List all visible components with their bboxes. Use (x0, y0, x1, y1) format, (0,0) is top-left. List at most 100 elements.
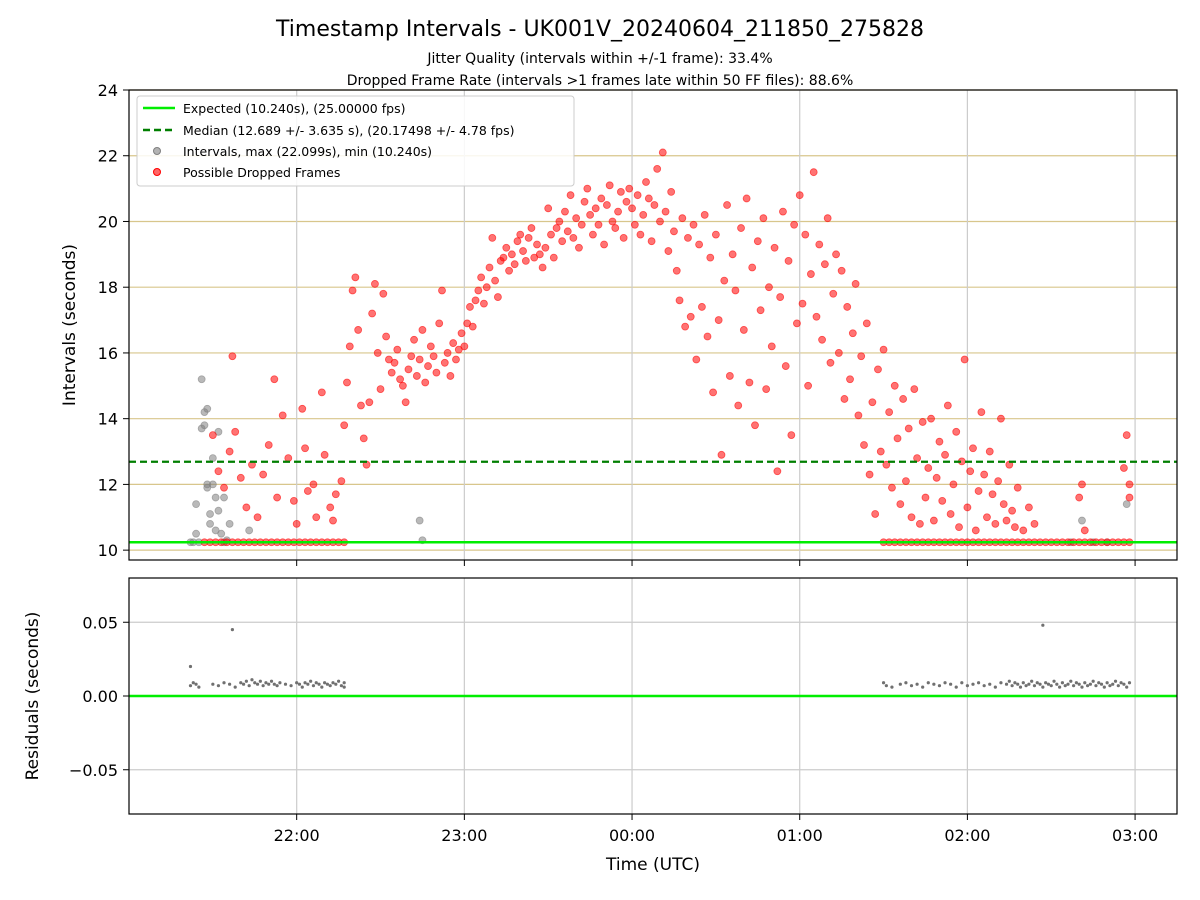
dropped-frame-point (650, 201, 659, 209)
dropped-frame-point (575, 243, 583, 252)
intervals-y-tick-label: 18 (98, 278, 118, 297)
intervals-y-tick-label: 12 (98, 475, 118, 494)
dropped-frame-point (586, 210, 595, 219)
dropped-frame-point (482, 283, 491, 292)
dropped-frame-point (214, 467, 223, 476)
dropped-frame-point (390, 358, 399, 367)
dropped-frame-point (720, 276, 729, 285)
dropped-frame-point (572, 214, 581, 223)
intervals-y-tick-label: 20 (98, 212, 118, 231)
residual-point (228, 682, 232, 686)
dropped-frame-point (236, 473, 245, 482)
residual-point (926, 681, 930, 685)
legend-dropped-label: Possible Dropped Frames (183, 165, 340, 180)
dropped-frame-point (382, 332, 391, 341)
dropped-frame-point (242, 503, 251, 512)
residual-point (250, 678, 254, 682)
dropped-frame-point (675, 296, 684, 305)
residual-point (921, 685, 925, 689)
dropped-frame-point (728, 250, 737, 259)
dropped-frame-point (734, 401, 743, 410)
residual-point (255, 682, 260, 686)
dropped-frame-point (589, 230, 597, 239)
dropped-frame-point (345, 342, 354, 351)
dropped-frame-point (432, 368, 441, 377)
residual-point (197, 685, 201, 689)
residual-point (960, 681, 964, 685)
dropped-frame-point (723, 201, 731, 209)
residual-point (1030, 679, 1034, 683)
dropped-frame-point (208, 431, 217, 440)
residual-point (1055, 682, 1059, 686)
dropped-frame-point (790, 220, 799, 229)
dropped-frame-point (834, 349, 843, 357)
dropped-frame-point (879, 345, 888, 354)
dropped-frame-point (396, 375, 404, 384)
dropped-frame-point (748, 263, 757, 272)
residual-point (976, 681, 981, 685)
intervals-axes-frame (128, 89, 1178, 561)
dropped-frame-point (927, 414, 935, 423)
dropped-frame-point (890, 381, 899, 390)
dropped-frame-point (896, 500, 905, 509)
dropped-frame-point (988, 490, 997, 499)
dropped-frame-point (826, 358, 835, 367)
residual-point (342, 681, 346, 685)
intervals-y-ticks: 10 12 14 16 18 20 22 24 (98, 81, 129, 560)
dropped-frame-point (1125, 480, 1134, 489)
dropped-frame-point (354, 326, 363, 334)
dropped-frame-point (429, 352, 438, 361)
dropped-frame-point (264, 441, 273, 449)
residual-point (1066, 682, 1070, 686)
dropped-frame-point (1078, 480, 1086, 489)
dropped-frame-point (468, 322, 477, 331)
legend-box (136, 95, 575, 187)
dropped-frame-point (401, 398, 410, 407)
dropped-frame-point (549, 253, 558, 262)
dropped-frame-point (700, 210, 709, 219)
dropped-frame-point (393, 345, 402, 354)
dropped-frame-point (725, 372, 734, 380)
residual-point (1116, 684, 1120, 688)
dropped-frame-point (625, 184, 634, 193)
dropped-frame-point (379, 289, 388, 298)
dropped-frame-point (418, 326, 427, 334)
residual-point (216, 684, 221, 688)
dropped-frame-point (457, 329, 466, 338)
residual-point (1032, 684, 1037, 688)
dropped-frame-point (888, 483, 896, 492)
dropped-frame-point (351, 273, 360, 282)
dropped-frame-point (670, 227, 678, 236)
dropped-frame-point (820, 260, 829, 269)
dropped-frame-point (837, 266, 846, 275)
residual-point (295, 681, 299, 685)
dropped-frame-point (331, 490, 340, 499)
dropped-frame-point (329, 516, 337, 525)
dropped-frame-point (312, 513, 321, 522)
dropped-frame-point (977, 408, 986, 416)
residual-point (965, 684, 970, 688)
dropped-frame-point (793, 319, 801, 328)
dropped-frame-point (960, 355, 969, 364)
residual-point (1071, 684, 1076, 688)
dropped-frame-point (535, 250, 544, 259)
dropped-frame-point (787, 431, 796, 440)
dropped-frame-point (658, 148, 667, 157)
figure-subtitle-jitter: Jitter Quality (intervals within +/-1 fr… (426, 51, 772, 67)
residual-point (1027, 682, 1031, 686)
residual-point (1021, 681, 1025, 685)
residuals-y-axis-label: Residuals (seconds) (23, 612, 43, 781)
dropped-frame-point (971, 526, 980, 535)
dropped-frame-point (924, 464, 933, 472)
x-tick-label: 23:00 (441, 826, 487, 845)
interval-point (192, 529, 200, 538)
interval-point (1078, 516, 1086, 525)
residual-point (306, 682, 310, 686)
legend-intervals-label: Intervals, max (22.099s), min (10.240s) (183, 144, 432, 159)
dropped-frame-point (1024, 503, 1033, 512)
dropped-frame-point (806, 270, 815, 278)
residual-point (1080, 685, 1084, 689)
residual-point (1077, 682, 1081, 686)
residual-point (909, 684, 914, 688)
dropped-frame-point (709, 388, 717, 397)
